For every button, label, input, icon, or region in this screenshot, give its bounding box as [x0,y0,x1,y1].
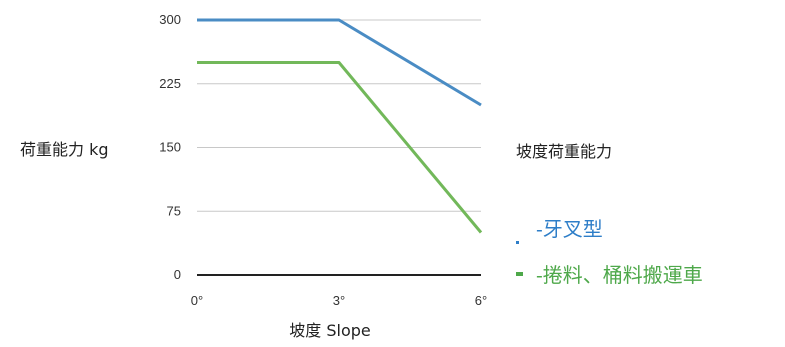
x-tick-labels: 0° 3° 6° [191,293,487,308]
x-tick-label: 0° [191,293,203,308]
y-axis-title: 荷重能力 kg [20,140,109,159]
x-tick-label: 3° [333,293,345,308]
legend-marker-2 [516,272,523,276]
legend-label-2: -捲料、桶料搬運車 [536,263,703,287]
y-tick-label: 300 [159,12,181,27]
x-tick-label: 6° [475,293,487,308]
x-axis-title: 坡度 Slope [289,321,370,340]
y-tick-label: 75 [167,203,181,218]
legend: -牙叉型 -捲料、桶料搬運車 [516,217,703,287]
y-tick-label: 150 [159,140,181,155]
legend-marker-1 [516,241,519,244]
legend-title: 坡度荷重能力 [516,142,612,161]
series-layer [196,18,483,234]
y-tick-labels: 0 75 150 225 300 [159,12,181,282]
y-tick-label: 0 [174,267,181,282]
legend-label-1: -牙叉型 [536,217,603,241]
y-tick-label: 225 [159,76,181,91]
